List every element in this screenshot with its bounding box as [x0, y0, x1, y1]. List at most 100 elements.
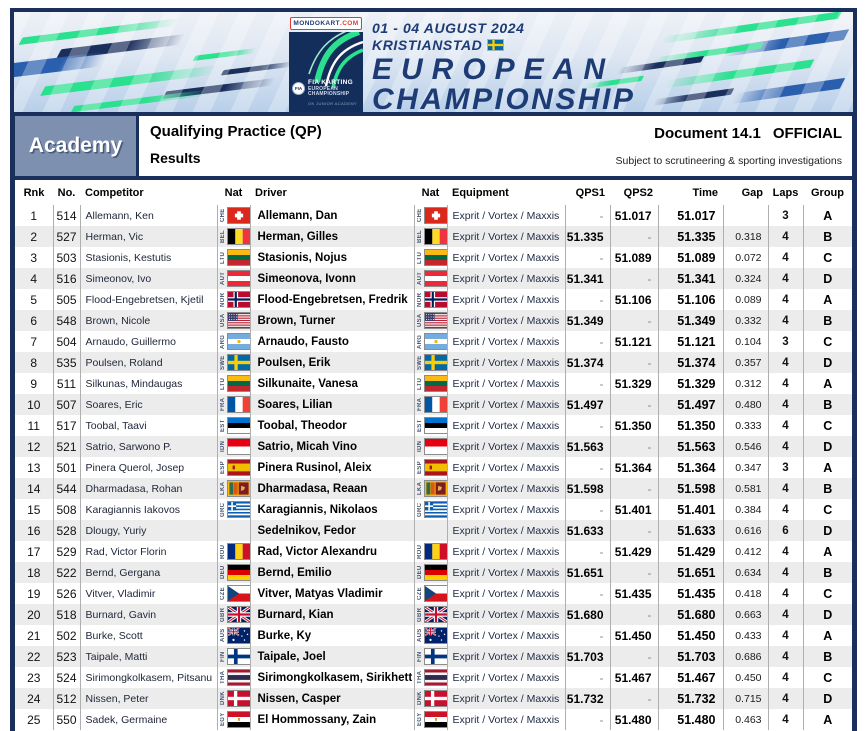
kart-number-cell: 524: [53, 667, 81, 688]
table-row: 24 512 Nissen, Peter DNK Nissen, Casper DNK Ex…: [15, 688, 852, 709]
kart-number-cell: 508: [53, 499, 81, 520]
qps2-cell: 51.401: [610, 499, 659, 520]
gap-cell: 0.450: [723, 667, 769, 688]
competitor-cell: Sirimongkolkasem, Pitsanu: [80, 667, 218, 688]
laps-cell: 4: [768, 436, 804, 457]
event-title-line1: EUROPEAN: [372, 53, 615, 86]
nat-cell: LKA: [414, 478, 448, 499]
table-row: 17 529 Rad, Victor Florin ROU Rad, Victor Al…: [15, 541, 852, 562]
table-row: 5 505 Flood-Engebretsen, Kjetil NOR Flood-En…: [15, 289, 852, 310]
nat-code-label: AUT: [416, 271, 423, 286]
rank-cell: 17: [15, 541, 54, 562]
event-location: KRISTIANSTAD: [372, 37, 483, 53]
flag-che-icon: [226, 207, 249, 224]
class-badge: Academy: [15, 116, 139, 176]
flag-che-icon: [423, 207, 446, 224]
equipment-cell: Exprit / Vortex / Maxxis: [447, 562, 566, 583]
nat-code-label: IDN: [416, 440, 423, 453]
laps-cell: 4: [768, 268, 804, 289]
laps-cell: 4: [768, 709, 804, 730]
nat-code-label: ARG: [219, 334, 226, 349]
gap-cell: 0.463: [723, 709, 769, 730]
kart-number-cell: 528: [53, 520, 81, 541]
gap-cell: 0.104: [723, 331, 769, 352]
flag-ltu-icon: [226, 375, 249, 392]
mondokart-tld-label: .COM: [340, 20, 359, 27]
col-group-header: Group: [811, 186, 844, 199]
time-cell: 51.450: [658, 625, 724, 646]
qps1-cell: -: [565, 331, 611, 352]
table-row: 13 501 Pinera Querol, Josep ESP Pinera Rusin…: [15, 457, 852, 478]
qps1-cell: -: [565, 583, 611, 604]
qps2-cell: -: [610, 478, 659, 499]
table-row: 10 507 Soares, Eric FRA Soares, Lilian FRA Exp…: [15, 394, 852, 415]
flag-usa-icon: [226, 312, 249, 329]
time-cell: 51.374: [658, 352, 724, 373]
rank-cell: 16: [15, 520, 54, 541]
qps1-cell: 51.341: [565, 268, 611, 289]
table-row: 23 524 Sirimongkolkasem, Pitsanu THA Sirimon…: [15, 667, 852, 688]
nat-code-label: CHE: [416, 208, 423, 223]
time-cell: 51.089: [658, 247, 724, 268]
equipment-cell: Exprit / Vortex / Maxxis: [447, 667, 566, 688]
nat-cell: LKA: [217, 478, 251, 499]
gap-cell: 0.546: [723, 436, 769, 457]
nat-cell: FRA: [414, 394, 448, 415]
driver-cell: Karagiannis, Nikolaos: [250, 499, 415, 520]
equipment-cell: Exprit / Vortex / Maxxis: [447, 520, 566, 541]
driver-cell: Sedelnikov, Fedor: [250, 520, 415, 541]
time-cell: 51.497: [658, 394, 724, 415]
qps1-cell: -: [565, 541, 611, 562]
kart-number-cell: 511: [53, 373, 81, 394]
qps1-cell: 51.598: [565, 478, 611, 499]
rank-cell: 2: [15, 226, 54, 247]
table-row: 4 516 Simeonov, Ivo AUT Simeonova, Ivonn AUT E…: [15, 268, 852, 289]
driver-cell: Brown, Turner: [250, 310, 415, 331]
mondokart-badge: MONDOKART .COM: [290, 17, 362, 30]
group-cell: B: [823, 229, 833, 244]
equipment-cell: Exprit / Vortex / Maxxis: [447, 394, 566, 415]
nat-cell: SWE: [217, 352, 251, 373]
kart-number-cell: 503: [53, 247, 81, 268]
laps-cell: 4: [768, 541, 804, 562]
flag-aus-icon: [423, 627, 446, 644]
flag-est-icon: [226, 417, 249, 434]
nat-code-label: USA: [219, 313, 226, 328]
flag-dnk-icon: [226, 690, 249, 707]
flag-arg-icon: [423, 333, 446, 350]
driver-cell: Poulsen, Erik: [250, 352, 415, 373]
gap-cell: 0.318: [723, 226, 769, 247]
nat-code-label: EST: [416, 419, 423, 432]
time-cell: 51.329: [658, 373, 724, 394]
driver-cell: Burnard, Kian: [250, 604, 415, 625]
driver-cell: Simeonova, Ivonn: [250, 268, 415, 289]
laps-cell: 6: [768, 520, 804, 541]
nat-code-label: FIN: [219, 651, 226, 662]
group-cell: A: [823, 460, 833, 475]
competitor-cell: Vitver, Vladimir: [80, 583, 218, 604]
gap-cell: 0.412: [723, 541, 769, 562]
rank-cell: 21: [15, 625, 54, 646]
flag-lka-icon: [423, 480, 446, 497]
nat-code-label: AUS: [416, 628, 423, 643]
laps-cell: 3: [768, 205, 804, 226]
qps1-cell: 51.651: [565, 562, 611, 583]
laps-cell: 4: [768, 646, 804, 667]
gap-cell: 0.480: [723, 394, 769, 415]
flag-nor-icon: [226, 291, 249, 308]
nat-code-label: USA: [416, 313, 423, 328]
competitor-cell: Rad, Victor Florin: [80, 541, 218, 562]
col-qps2-header: QPS2: [623, 186, 653, 199]
table-row: 2 527 Herman, Vic BEL Herman, Gilles BEL Expri…: [15, 226, 852, 247]
nat-cell: ESP: [414, 457, 448, 478]
rank-cell: 12: [15, 436, 54, 457]
driver-cell: Silkunaite, Vanesa: [250, 373, 415, 394]
kart-number-cell: 514: [53, 205, 81, 226]
gap-cell: 0.418: [723, 583, 769, 604]
nat-code-label: GBR: [219, 607, 226, 622]
flag-swe-icon: [423, 354, 446, 371]
competitor-cell: Silkunas, Mindaugas: [80, 373, 218, 394]
kart-number-cell: 502: [53, 625, 81, 646]
qps2-cell: -: [610, 310, 659, 331]
equipment-cell: Exprit / Vortex / Maxxis: [447, 436, 566, 457]
